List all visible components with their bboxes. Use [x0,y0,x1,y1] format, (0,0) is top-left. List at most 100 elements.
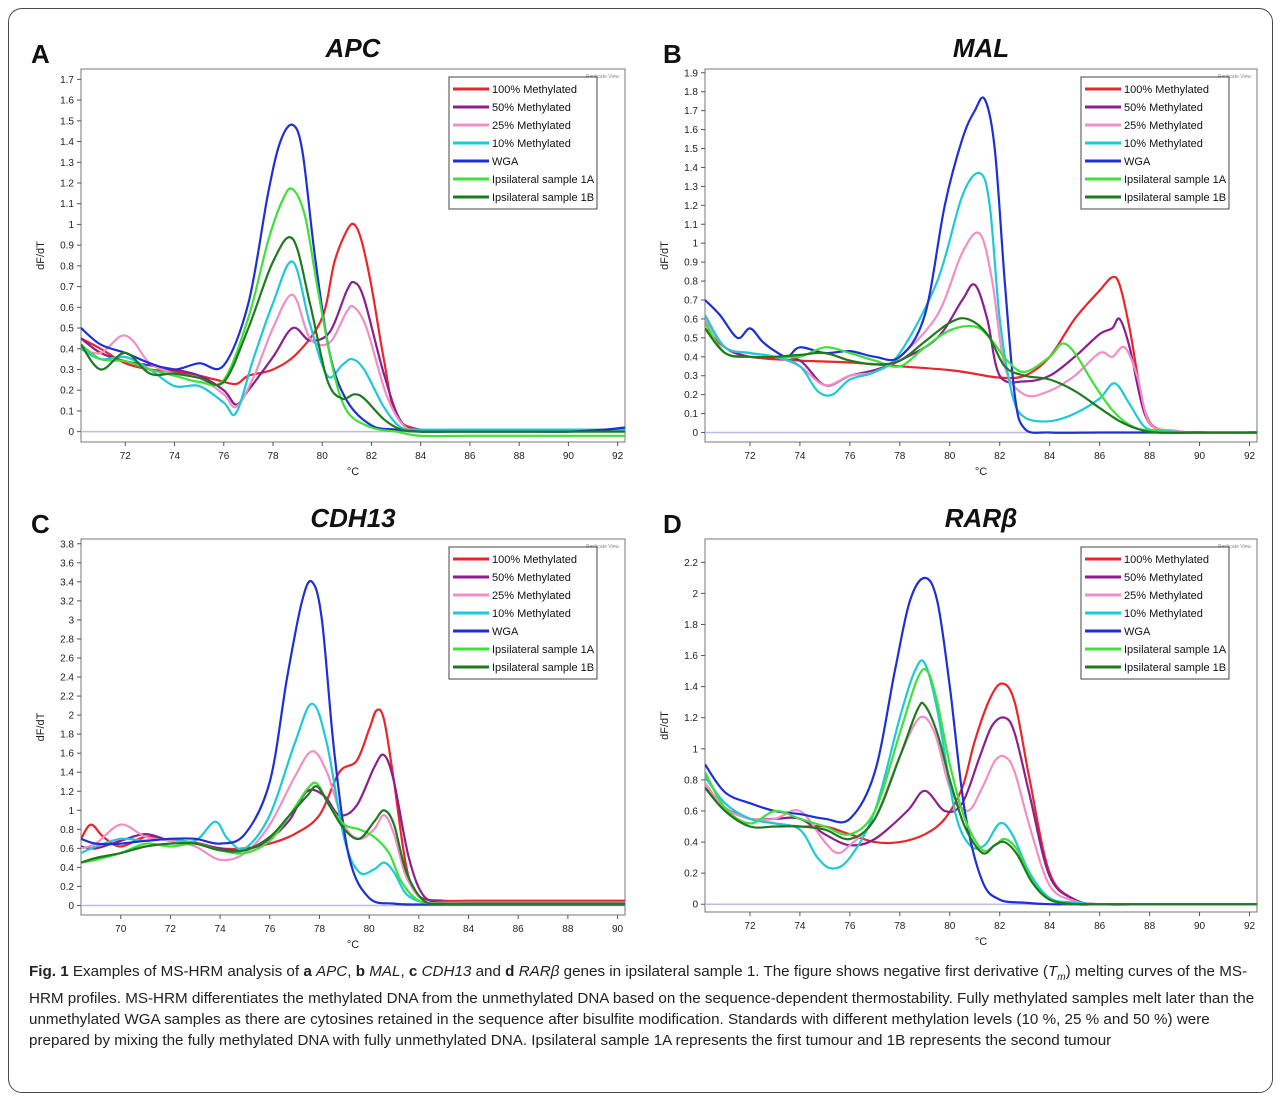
replicate-view-label: Replicate View [586,74,619,80]
caption-panel-a: a [303,963,312,980]
y-tick-label: 2 [68,711,74,722]
y-tick-label: 3.2 [60,596,74,607]
x-tick-label: 86 [1094,451,1106,462]
x-tick-label: 72 [165,924,177,935]
y-tick-label: 0.5 [60,324,74,335]
y-tick-label: 1.7 [684,106,698,117]
legend-label-100pct-methylated: 100% Methylated [492,84,577,96]
y-tick-label: 0.3 [60,365,74,376]
series-line-ipsilateral-sample-1b [81,785,625,906]
chart-svg: Replicate View 0 0.1 0.2 0.3 0.4 0.5 0.6 0.7 0.8 0… [35,68,626,478]
y-tick-label: 1.9 [684,68,698,79]
chart-title: APC [325,33,381,63]
caption-text: ) melting curves of the MS-HRM profiles.… [29,963,1255,1050]
series-line-10pct-methylated [81,260,625,431]
y-tick-label: 3.8 [60,539,74,550]
y-tick-label: 0.7 [60,282,74,293]
caption-panel-b: b [355,963,365,980]
y-tick-label: 2 [692,589,698,600]
y-tick-label: 2.8 [60,634,74,645]
y-tick-label: 0.5 [684,333,698,344]
y-tick-label: 0 [68,901,74,912]
chart-title: CDH13 [310,503,396,533]
chart-title: MAL [952,33,1010,63]
series-line-10pct-methylated [705,171,1257,434]
chart-panel-d: D RARβ Replicate View 0 0.2 0.4 0.6 0.8 1 1.2 1.4 1… [653,487,1263,949]
y-tick-label: 2.4 [60,673,74,684]
legend-label-25pct-methylated: 25% Methylated [1124,590,1203,602]
y-tick-label: 1.6 [60,96,74,107]
y-axis-label: dF/dT [659,241,671,270]
x-tick-label: 84 [1044,451,1056,462]
y-tick-label: 1.8 [684,87,698,98]
legend-label-25pct-methylated: 25% Methylated [492,590,571,602]
y-tick-label: 0.9 [60,241,74,252]
legend-label-50pct-methylated: 50% Methylated [492,102,571,114]
x-tick-label: 84 [1044,921,1056,932]
y-tick-label: 0.8 [684,775,698,786]
caption-gene-cdh13: CDH13 [421,963,472,980]
x-tick-label: 78 [267,451,279,462]
x-tick-label: 86 [513,924,525,935]
x-tick-label: 92 [1244,451,1256,462]
caption-text: , [347,963,356,980]
y-tick-label: 0.2 [684,390,698,401]
legend-label-50pct-methylated: 50% Methylated [492,572,571,584]
series-group [705,576,1257,906]
y-tick-label: 3.6 [60,558,74,569]
y-tick-label: 1.5 [60,116,74,127]
chart-panel-c: C CDH13 Replicate View 0 0.2 0.4 0.6 0.8 1 1.2 1.4… [21,487,631,951]
y-tick-label: 1.6 [684,651,698,662]
x-tick-label: 72 [120,451,132,462]
series-line-ipsilateral-sample-1b [705,701,1257,906]
y-tick-label: 0.1 [684,409,698,420]
legend-label-ipsilateral-sample-1b: Ipsilateral sample 1B [492,662,594,674]
y-tick-label: 1 [68,806,74,817]
y-tick-label: 0.4 [684,352,698,363]
y-tick-label: 1.4 [684,163,698,174]
caption-fig-label: Fig. 1 [29,963,69,980]
y-tick-label: 0.6 [60,303,74,314]
y-tick-label: 0.4 [60,863,74,874]
caption-tm: T [1047,963,1058,980]
y-tick-label: 1.1 [684,220,698,231]
y-tick-label: 1.1 [60,199,74,210]
y-tick-label: 1.5 [684,144,698,155]
x-tick-label: 86 [1094,921,1106,932]
x-axis-label: °C [975,936,987,948]
legend-label-10pct-methylated: 10% Methylated [492,608,571,620]
x-tick-label: 88 [562,924,574,935]
y-tick-label: 1.6 [60,749,74,760]
legend-label-ipsilateral-sample-1a: Ipsilateral sample 1A [492,174,595,186]
caption-gene-apc: APC [316,963,348,980]
chart-svg: Replicate View 0 0.2 0.4 0.6 0.8 1 1.2 1.4 1.6 1.8… [659,538,1258,948]
series-line-ipsilateral-sample-1b [81,236,625,433]
y-tick-label: 0.2 [60,882,74,893]
caption-text: Examples of MS-HRM analysis of [68,963,304,980]
x-axis-label: °C [347,939,359,951]
x-tick-label: 92 [1244,921,1256,932]
legend-label-25pct-methylated: 25% Methylated [492,120,571,132]
y-tick-label: 2.6 [60,653,74,664]
series-group [705,96,1257,434]
x-tick-label: 72 [744,451,756,462]
y-tick-label: 1 [692,744,698,755]
y-tick-label: 0 [68,427,74,438]
x-tick-label: 84 [463,924,475,935]
x-axis-label: °C [975,466,987,478]
series-line-ipsilateral-sample-1a [81,187,625,438]
caption-text: , [400,963,409,980]
y-tick-label: 1 [68,220,74,231]
y-tick-label: 0.7 [684,295,698,306]
x-tick-label: 82 [994,921,1006,932]
y-tick-label: 2.2 [684,558,698,569]
series-line-10pct-methylated [705,659,1257,906]
x-axis-label: °C [347,466,359,478]
x-tick-label: 88 [514,451,526,462]
x-tick-label: 74 [215,924,227,935]
y-tick-label: 1.2 [684,201,698,212]
chart-svg: Replicate View 0 0.2 0.4 0.6 0.8 1 1.2 1.4 1.6 1.8… [35,538,626,951]
panel-letter: D [663,509,682,539]
chart-title: RARβ [944,503,1018,533]
x-tick-label: 86 [464,451,476,462]
